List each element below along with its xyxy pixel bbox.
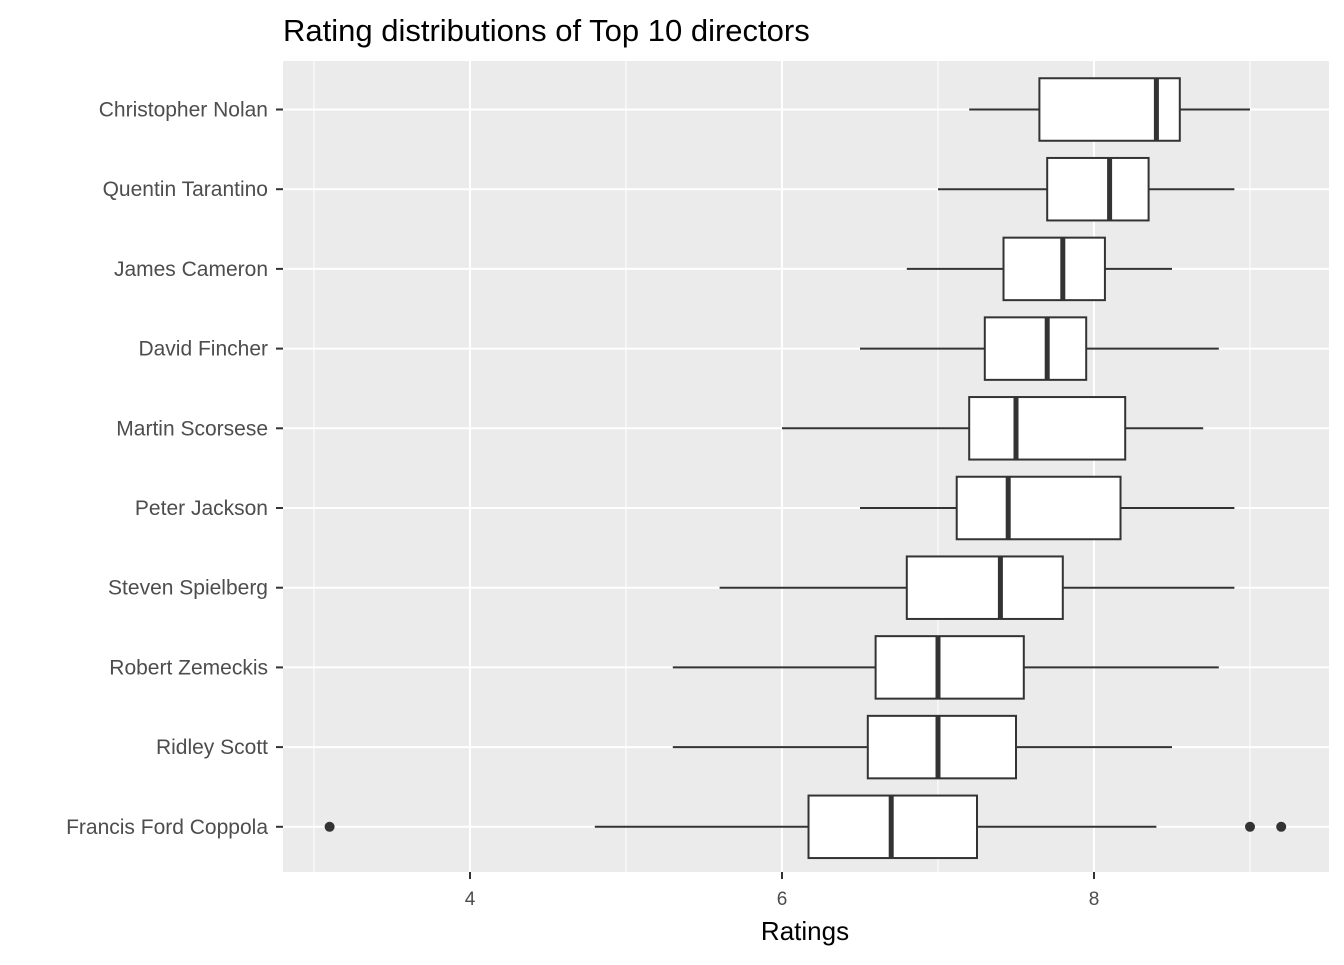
chart-title: Rating distributions of Top 10 directors [283,13,810,48]
box-group [906,236,1172,302]
outlier-point [324,821,335,832]
plot-panel [283,61,1329,872]
y-tick-label: Peter Jackson [135,497,268,520]
y-tick-label: Christopher Nolan [99,99,268,122]
box-group [782,396,1204,461]
box-group [938,156,1235,222]
box [983,316,1088,381]
y-tick-label: Francis Ford Coppola [66,816,268,839]
outlier-point [1245,821,1255,832]
y-tick-label: David Fincher [138,338,268,361]
box-group [672,714,1172,780]
box [866,714,1017,780]
plot-layers [283,61,1329,872]
box-group [860,316,1219,381]
box [955,475,1122,541]
box [1046,156,1150,222]
y-tick-label: Martin Scorsese [116,417,268,440]
x-axis-label: Ratings [761,916,849,946]
box-group [324,794,1287,860]
box-group [860,475,1235,541]
outlier-point [1276,821,1287,832]
box-group [969,77,1250,142]
y-tick-label: James Cameron [114,258,268,281]
box-group [672,635,1219,700]
y-tick-label: Ridley Scott [156,736,268,759]
y-tick-label: Steven Spielberg [108,577,268,600]
box [1002,236,1106,302]
box-group [719,555,1235,620]
x-tick-label: 6 [777,889,788,910]
x-tick-label: 4 [465,889,476,910]
box [874,635,1025,700]
box [968,396,1127,461]
y-tick-label: Quentin Tarantino [103,178,268,201]
box [905,555,1064,620]
y-tick-label: Robert Zemeckis [109,656,268,679]
x-tick-label: 8 [1089,889,1100,910]
